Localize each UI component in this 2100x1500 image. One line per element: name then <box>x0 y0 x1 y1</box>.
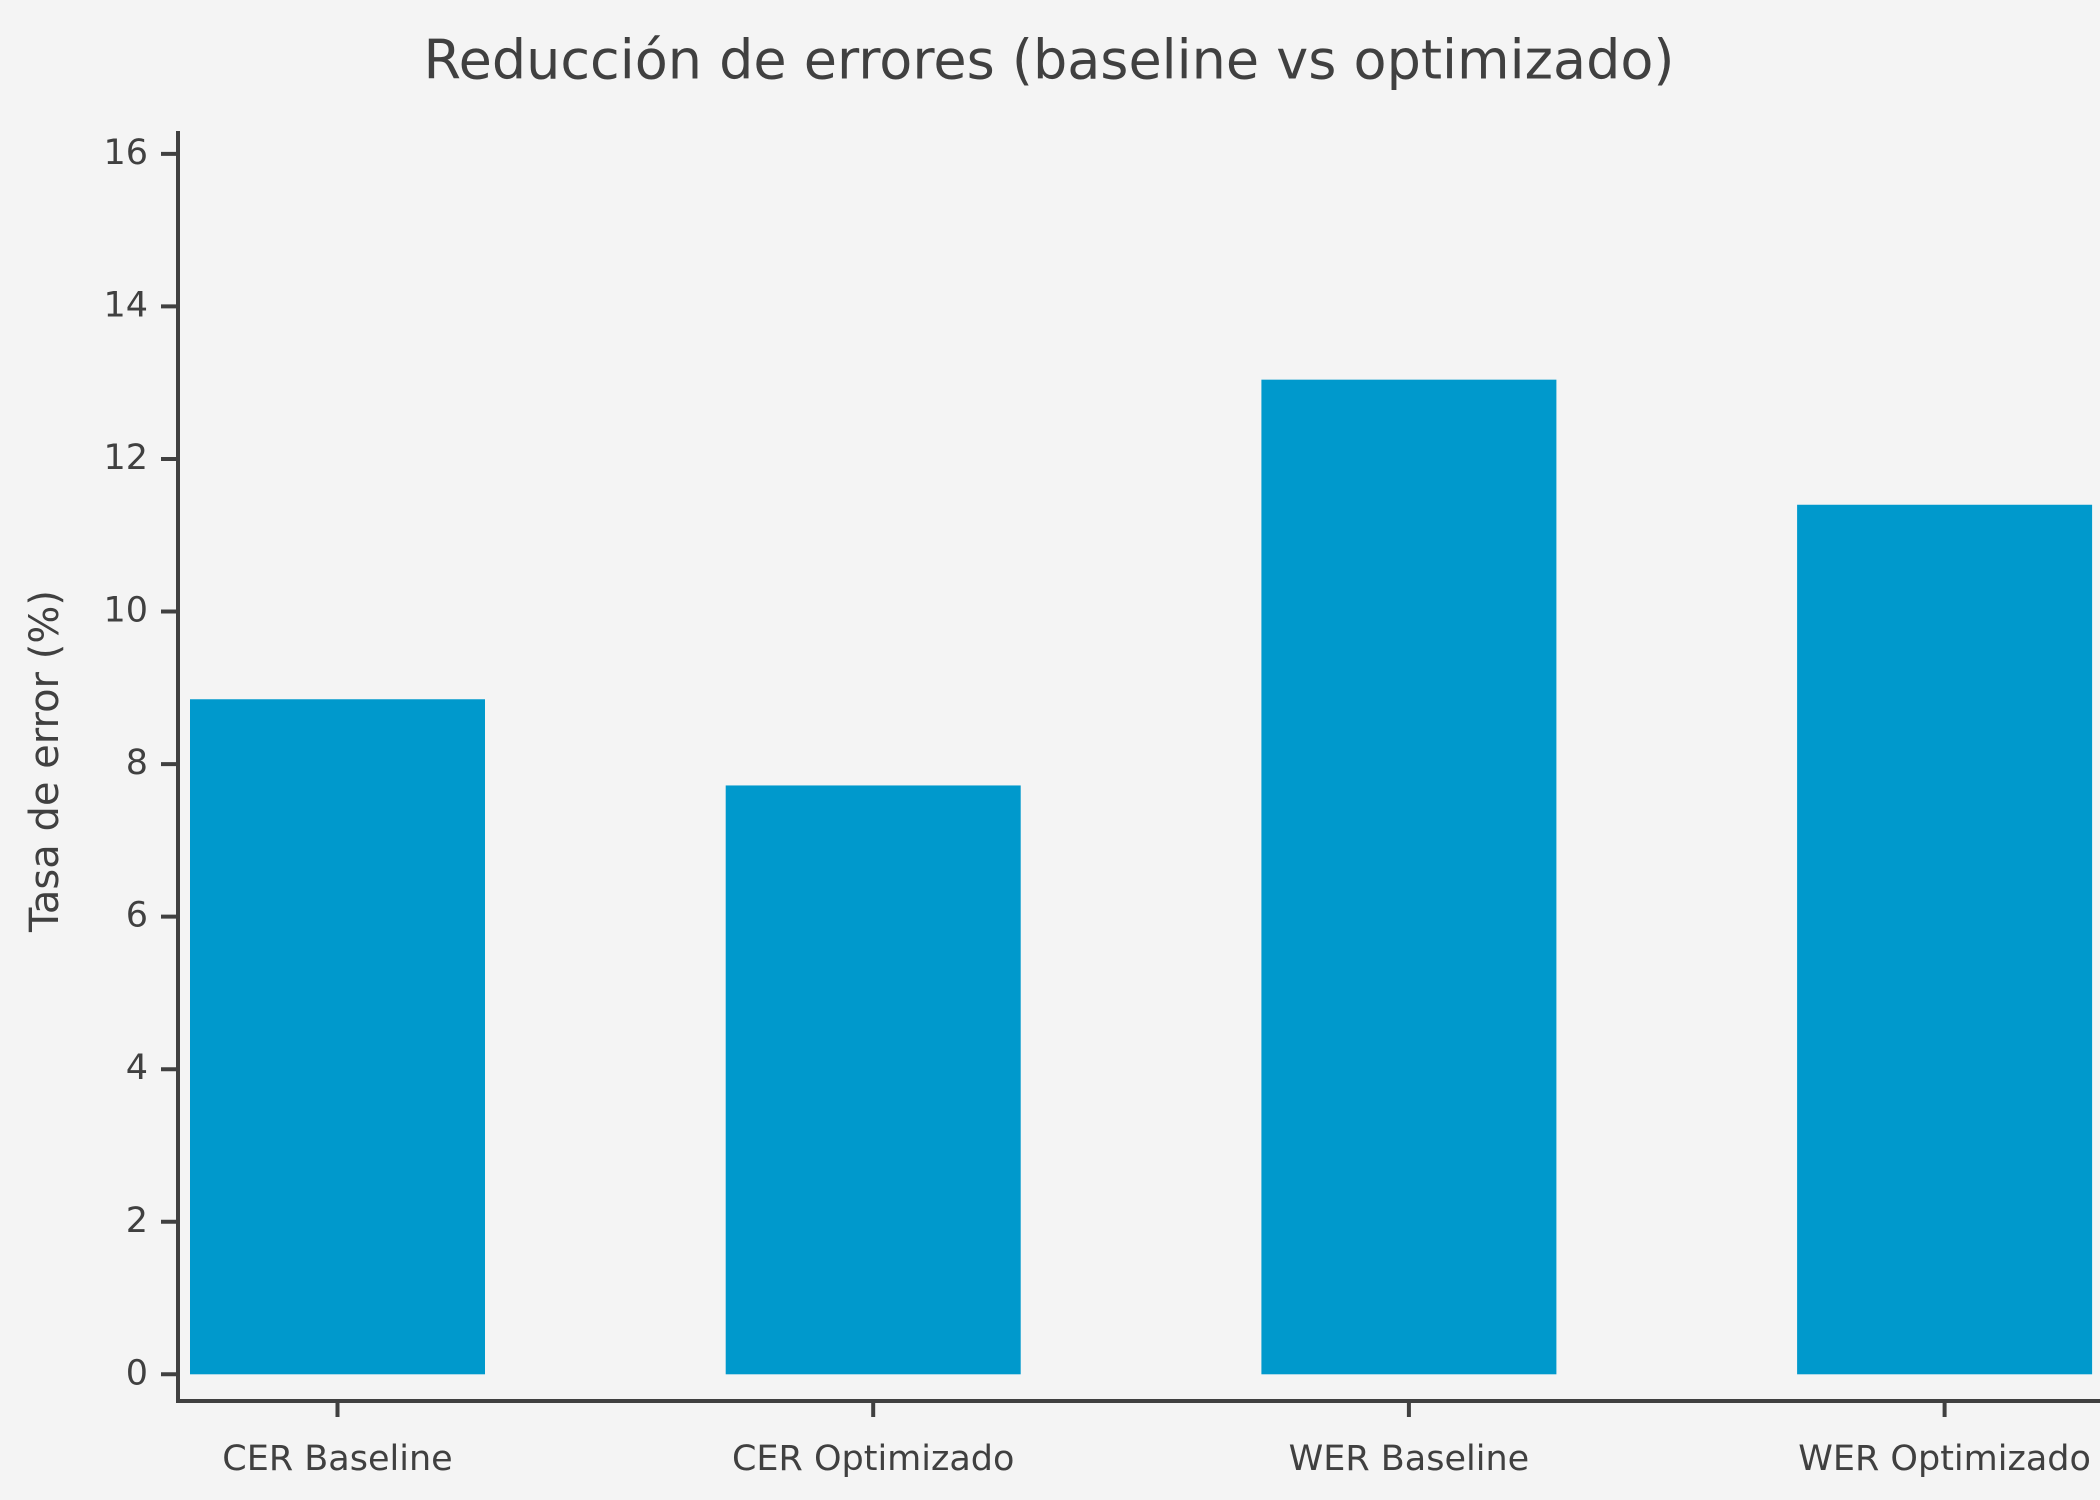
y-tick-label: 14 <box>103 285 148 325</box>
y-tick-label: 16 <box>103 133 148 173</box>
y-tick-label: 6 <box>126 896 148 936</box>
y-tick-label: 4 <box>126 1048 148 1088</box>
chart-title: Reducción de errores (baseline vs optimi… <box>424 29 1675 92</box>
y-axis-label: Tasa de error (%) <box>22 590 68 933</box>
y-tick-label: 2 <box>126 1201 148 1241</box>
bar <box>190 699 485 1375</box>
x-tick-label: CER Baseline <box>222 1439 452 1479</box>
y-tick-label: 0 <box>126 1353 148 1393</box>
x-tick-label: CER Optimizado <box>732 1439 1014 1479</box>
y-tick-label: 12 <box>103 438 148 478</box>
x-tick-label: WER Optimizado <box>1798 1439 2091 1479</box>
bar <box>1261 379 1557 1375</box>
y-tick-label: 10 <box>103 591 148 631</box>
y-tick-label: 8 <box>126 743 148 783</box>
x-tick-label: WER Baseline <box>1289 1439 1530 1479</box>
bar <box>725 785 1021 1375</box>
bar <box>1797 504 2093 1375</box>
